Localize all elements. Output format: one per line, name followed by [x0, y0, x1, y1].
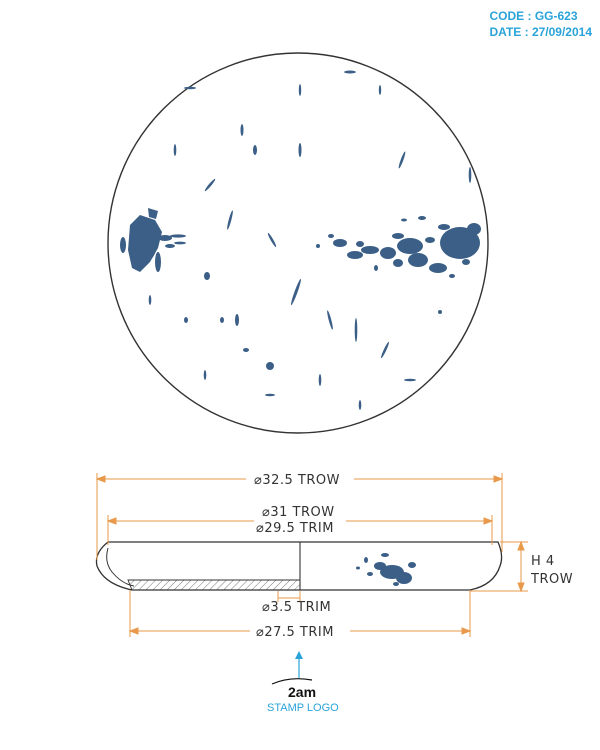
dimension-lines	[95, 473, 528, 637]
product-date: DATE : 27/09/2014	[489, 25, 593, 39]
header-info: CODE : GG-623 DATE : 27/09/2014	[490, 8, 593, 40]
base-offset-label: ⌀3.5 TRIM	[262, 600, 331, 615]
product-code: CODE : GG-623	[489, 9, 578, 23]
stamp-swoosh	[271, 678, 313, 685]
height-label: H 4	[531, 554, 555, 569]
side-pattern	[356, 553, 416, 586]
stamp-logo-label: STAMP LOGO	[267, 702, 339, 714]
plate-top-view	[107, 52, 489, 434]
plate-outline	[107, 52, 489, 434]
inner-diameter-label: ⌀31 TROW	[262, 505, 335, 520]
arrow-up-icon	[295, 651, 303, 659]
height-unit-label: TROW	[530, 572, 573, 587]
plate-section-view	[95, 541, 503, 591]
outer-diameter-label: ⌀32.5 TROW	[254, 473, 340, 488]
stamp-logo-text: 2am	[288, 684, 316, 700]
splatter-pattern	[120, 70, 481, 410]
hatched-base	[127, 579, 301, 591]
base-diameter-label: ⌀27.5 TRIM	[256, 625, 334, 640]
trim-diameter-label: ⌀29.5 TRIM	[256, 521, 334, 536]
stamp-logo-area: 2am STAMP LOGO	[267, 651, 339, 714]
